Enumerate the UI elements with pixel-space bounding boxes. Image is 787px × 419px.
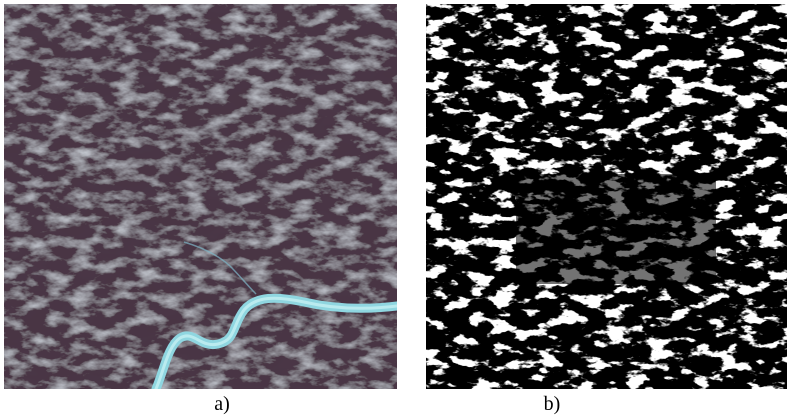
river-highlight bbox=[154, 296, 397, 389]
caption-panel-b: b) bbox=[543, 393, 561, 415]
satellite-image bbox=[4, 4, 397, 389]
tributary-stream bbox=[183, 241, 257, 295]
caption-panel-a: a) bbox=[214, 393, 230, 415]
cloud-mask-panel bbox=[426, 4, 787, 389]
cloud-cover bbox=[4, 4, 397, 389]
cloud-mask-image bbox=[426, 4, 787, 389]
satellite-image-panel bbox=[4, 4, 397, 389]
mask-dark-region bbox=[516, 174, 716, 284]
